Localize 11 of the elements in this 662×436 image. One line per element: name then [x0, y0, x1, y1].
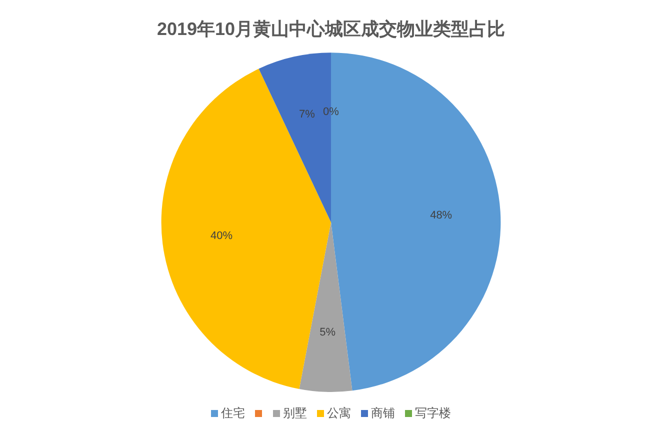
chart-title: 2019年10月黄山中心城区成交物业类型占比: [156, 18, 506, 39]
data-label: 40%: [210, 230, 233, 242]
data-label: 5%: [320, 326, 336, 339]
legend-label: 写字楼: [415, 405, 451, 421]
text: 0%: [323, 106, 339, 118]
legend-label: 住宅: [221, 405, 245, 421]
legend-label: 公寓: [327, 405, 351, 421]
data-label: 48%: [430, 209, 452, 222]
legend-label: 别墅: [283, 405, 307, 421]
legend-label: 商铺: [371, 405, 395, 421]
data-label: 7%: [298, 108, 316, 121]
